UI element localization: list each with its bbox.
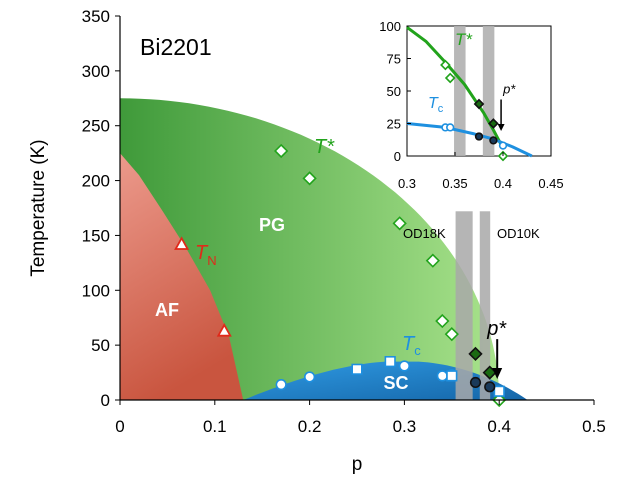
data-point-tstar-0-0 [274, 143, 289, 159]
data-point-tc-4-1 [384, 355, 396, 368]
inset-doping-band-1 [482, 26, 495, 156]
inset-label-tc-main: T [428, 95, 439, 112]
region-label-pg: PG [259, 215, 285, 235]
inset-y-tick-label: 100 [379, 19, 401, 34]
x-axis-label: p [352, 454, 363, 475]
inset-doping-band-0 [454, 26, 466, 156]
y-tick-label: 50 [91, 336, 110, 355]
x-tick-label: 0.5 [582, 417, 606, 436]
y-tick-label: 150 [82, 226, 110, 245]
inset-y-tick-label: 75 [387, 52, 401, 67]
data-point-tc-5-0 [469, 376, 482, 389]
inset-data-point-2-2 [498, 141, 508, 150]
data-point-tn-2-0 [174, 236, 190, 250]
doping-band-1 [479, 211, 491, 400]
y-tick-label: 100 [82, 281, 110, 300]
doping-band-0 [455, 211, 473, 400]
data-point-tc-4-0 [351, 363, 363, 375]
inset-chart: 0 25 50 75 100 0.3 0.35 0.4 0.45 T* Tc p* [379, 19, 563, 191]
inset-fit-line-0 [406, 26, 505, 149]
curve-label-tn-sub: N [207, 253, 216, 268]
data-point-tc-3-2 [398, 360, 411, 372]
x-tick-label: 0.2 [298, 417, 322, 436]
region-label-sc: SC [383, 373, 408, 393]
x-tick-label: 0.1 [203, 417, 227, 436]
inset-data-point-2-1 [446, 123, 455, 132]
main-markers [174, 143, 507, 408]
data-point-tc-5-1 [484, 381, 496, 393]
curve-label-tstar: T* [314, 136, 335, 158]
pstar-arrow-head [492, 368, 503, 380]
inset-y-tick-label: 25 [387, 117, 401, 132]
data-point-tstar-0-4 [435, 313, 450, 329]
inset-pstar-arrow-head [497, 124, 505, 131]
data-point-tc-3-0 [275, 379, 287, 391]
inset-data-point-1-1 [488, 118, 499, 129]
curve-label-tc-main: T [402, 333, 416, 355]
y-tick-label: 300 [82, 62, 110, 81]
inset-label-tc: Tc [428, 95, 444, 115]
band-label-od10k: OD10K [497, 226, 540, 241]
data-point-tstar-0-2 [392, 216, 407, 231]
inset-x-tick-label: 0.3 [398, 176, 416, 191]
data-point-tn-2-1 [216, 323, 232, 337]
x-tick-label: 0 [115, 417, 124, 436]
inset-label-tc-sub: c [438, 103, 444, 115]
data-point-tstar-1-0 [468, 346, 483, 362]
chart-title: Bi2201 [140, 34, 212, 60]
inset-pstar-label: p* [502, 82, 516, 97]
inset-x-tick-label: 0.4 [494, 176, 512, 191]
curve-label-tn: TN [195, 242, 217, 268]
inset-y-tick-label: 0 [394, 149, 401, 164]
y-tick-label: 250 [82, 117, 110, 136]
data-point-tc-4-3 [493, 385, 505, 397]
y-axis-label: Temperature (K) [28, 139, 49, 276]
data-point-tstar-0-1 [302, 171, 317, 186]
x-tick-label: 0.4 [487, 417, 511, 436]
antiferromagnetic-region [120, 153, 244, 400]
y-tick-label: 200 [82, 172, 110, 191]
inset-data-point-0-1 [444, 72, 456, 84]
inset-label-tstar: T* [455, 30, 473, 49]
x-tick-label: 0.3 [393, 417, 417, 436]
data-point-tc-4-2 [446, 370, 458, 382]
inset-x-tick-label: 0.35 [442, 176, 467, 191]
inset-data-point-1-0 [473, 98, 485, 110]
data-point-tstar-0-3 [425, 253, 440, 268]
inset-data-point-0-0 [440, 59, 451, 71]
inset-fit-line-1 [406, 122, 533, 158]
data-point-tc-3-3 [436, 370, 448, 382]
pstar-label: p* [486, 318, 507, 340]
data-point-tstar-0-5 [444, 327, 459, 342]
band-label-od18k: OD18K [403, 226, 446, 241]
inset-data-point-3-1 [489, 136, 498, 145]
y-tick-label: 350 [82, 7, 110, 26]
inset-x-tick-label: 0.45 [538, 176, 563, 191]
data-point-tc-3-1 [304, 371, 316, 383]
inset-data-point-3-0 [474, 132, 484, 141]
y-tick-label: 0 [101, 391, 110, 410]
curve-label-tc-sub: c [414, 343, 421, 358]
curve-label-tc: Tc [402, 333, 421, 358]
inset-y-tick-label: 50 [387, 84, 401, 99]
curve-label-tn-main: T [195, 242, 209, 264]
region-label-af: AF [155, 300, 179, 320]
